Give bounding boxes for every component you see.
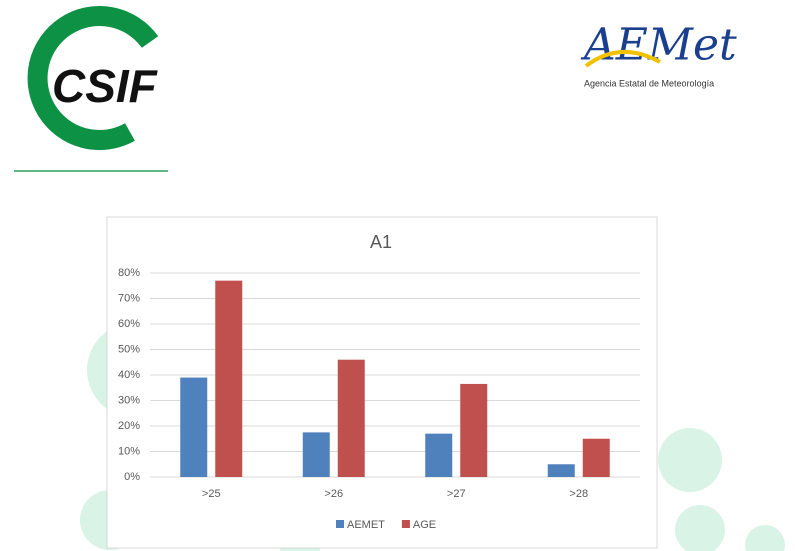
logo-arc [27,6,159,150]
bar [547,464,575,477]
bar [302,432,330,477]
bar [215,280,243,477]
legend-swatch [401,520,410,528]
bar [582,438,610,477]
y-tick-label: 40% [118,369,140,381]
bar [180,377,208,477]
y-tick-label: 80% [118,267,140,279]
bar [460,383,488,477]
bar [425,433,453,477]
bar [337,359,365,477]
y-tick-label: 20% [118,420,140,432]
y-tick-label: 0% [124,471,140,483]
logo-swoosh [584,50,661,68]
legend-label: AGE [413,519,436,531]
chart: 0% 10% 20% 30% 40% 50% 60% 70% 80% >25 >26 >27 >28 AE… [118,267,640,531]
aemet-logo: AEMet Agencia Estatal de Meteorología [580,20,737,89]
x-tick-label: >25 [202,488,221,500]
legend-label: AEMET [347,519,385,531]
x-tick-label: >26 [324,488,343,500]
legend-swatch [336,520,344,528]
x-tick-label: >28 [569,488,588,500]
y-tick-label: 30% [118,394,140,406]
y-tick-label: 10% [118,445,140,457]
y-tick-label: 50% [118,343,140,355]
chart-title: A1 [370,232,392,252]
logo-subtitle: Agencia Estatal de Meteorología [584,78,714,88]
logo-text: CSIF [52,60,159,112]
x-tick-label: >27 [447,488,466,500]
csif-logo: CSIF [14,6,168,172]
y-tick-label: 70% [118,292,140,304]
y-tick-label: 60% [118,318,140,330]
